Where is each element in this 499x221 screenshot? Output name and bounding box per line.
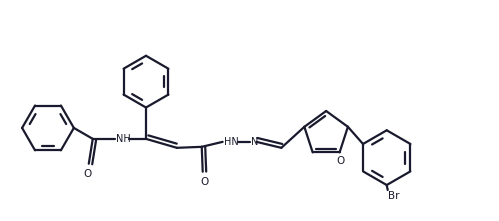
Text: O: O [83, 169, 91, 179]
Text: NH: NH [116, 134, 131, 144]
Text: Br: Br [388, 191, 400, 200]
Text: HN: HN [224, 137, 239, 147]
Text: O: O [336, 156, 344, 166]
Text: O: O [201, 177, 209, 187]
Text: N: N [251, 137, 258, 147]
